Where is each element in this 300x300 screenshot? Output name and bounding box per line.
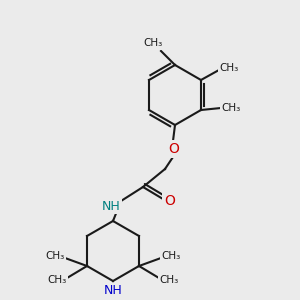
- Text: O: O: [169, 142, 179, 156]
- Text: O: O: [165, 194, 176, 208]
- Text: NH: NH: [103, 284, 122, 298]
- Text: CH₃: CH₃: [47, 275, 67, 285]
- Text: CH₃: CH₃: [159, 275, 178, 285]
- Text: CH₃: CH₃: [45, 251, 64, 261]
- Text: CH₃: CH₃: [219, 63, 238, 73]
- Text: CH₃: CH₃: [143, 38, 163, 48]
- Text: CH₃: CH₃: [161, 251, 181, 261]
- Text: CH₃: CH₃: [221, 103, 241, 113]
- Text: NH: NH: [102, 200, 120, 212]
